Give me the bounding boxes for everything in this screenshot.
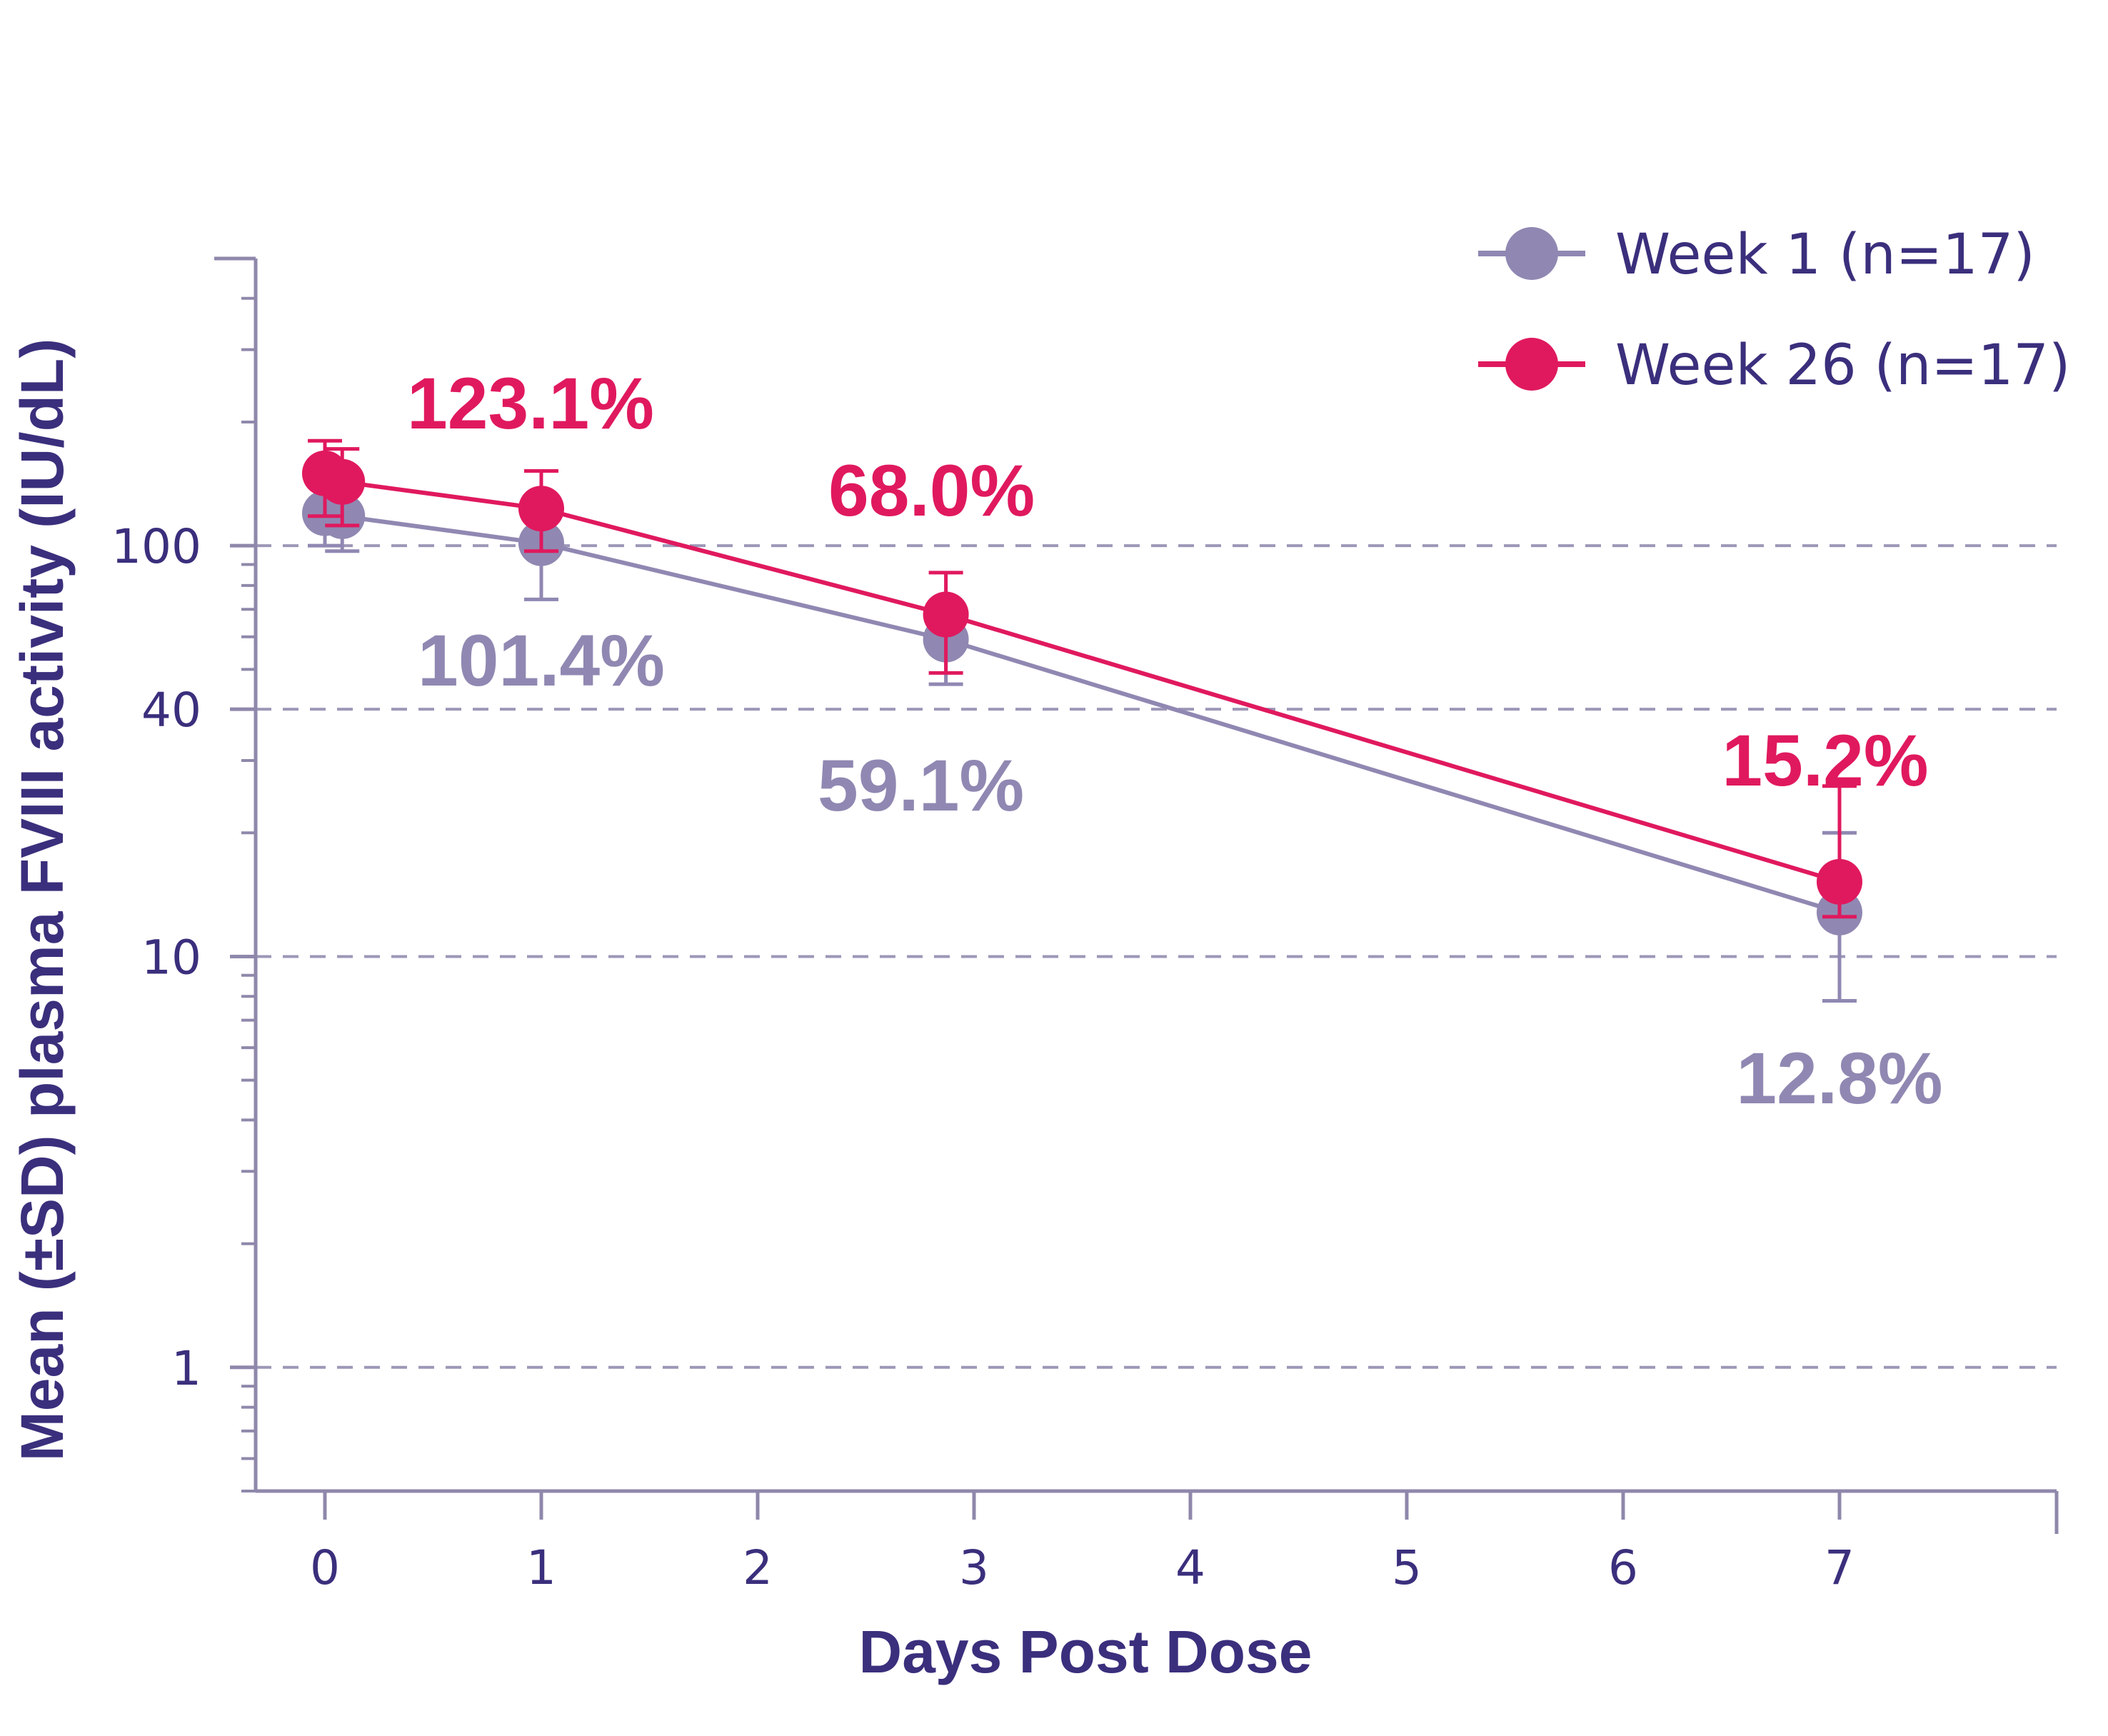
data-label: 101.4%: [418, 620, 665, 701]
x-tick-label: 5: [1392, 1540, 1422, 1595]
x-tick-label: 0: [310, 1540, 340, 1595]
legend-entry-1: Week 1 (n=17): [1478, 223, 2035, 287]
data-point: [1817, 858, 1862, 905]
data-label: 12.8%: [1736, 1038, 1942, 1119]
x-tick-label: 7: [1825, 1540, 1854, 1595]
legend-marker: [1505, 338, 1558, 391]
x-tick-label: 4: [1175, 1540, 1205, 1595]
x-tick-label: 2: [743, 1540, 773, 1595]
series-layer: [302, 438, 1862, 1003]
y-tick-label: 1: [171, 1341, 201, 1396]
data-label: 68.0%: [828, 450, 1035, 531]
legend-label: Week 1 (n=17): [1615, 223, 2035, 287]
y-tick-label: 10: [141, 930, 201, 985]
data-point: [518, 486, 564, 532]
data-label: 123.1%: [407, 363, 654, 444]
y-axis-label: Mean (±SD) plasma FVIII activity (IU/dL): [9, 338, 76, 1461]
x-tick-label: 1: [526, 1540, 556, 1595]
legend: Week 1 (n=17) Week 26 (n=17): [1478, 223, 2070, 398]
legend-marker: [1505, 227, 1558, 280]
annotations-layer: 101.4% 59.1% 12.8% 123.1% 68.0% 15.2%: [407, 363, 1943, 1119]
data-label: 15.2%: [1722, 720, 1928, 801]
legend-entry-2: Week 26 (n=17): [1478, 333, 2070, 398]
y-axis-ticks: 1 10 40 100: [111, 257, 256, 1492]
y-tick-label: 40: [141, 683, 201, 738]
y-tick-label: 100: [111, 519, 201, 574]
series-2: [302, 438, 1862, 919]
x-axis-ticks: 0 1 2 3 4 5 6 7: [310, 1491, 1854, 1595]
x-axis-label: Days Post Dose: [859, 1618, 1313, 1685]
series-line: [324, 511, 1840, 915]
x-tick-label: 3: [959, 1540, 989, 1595]
axes: [214, 256, 2059, 1534]
data-label: 59.1%: [818, 745, 1024, 826]
x-tick-label: 6: [1608, 1540, 1638, 1595]
series-1: [302, 476, 1862, 1003]
legend-label: Week 26 (n=17): [1615, 333, 2070, 398]
data-point: [319, 458, 366, 505]
data-point: [923, 591, 969, 638]
